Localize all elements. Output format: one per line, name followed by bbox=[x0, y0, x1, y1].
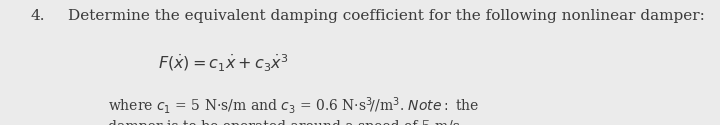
Text: damper is to be operated around a speed of 5 m/s.: damper is to be operated around a speed … bbox=[108, 120, 464, 125]
Text: where $c_1$ = 5 N$\cdot$s/m and $c_3$ = 0.6 N$\cdot$s$^3\!/$/m$^3$. $\mathit{Not: where $c_1$ = 5 N$\cdot$s/m and $c_3$ = … bbox=[108, 95, 480, 116]
Text: $F(\dot{x}) = c_1\dot{x} + c_3\dot{x}^3$: $F(\dot{x}) = c_1\dot{x} + c_3\dot{x}^3$ bbox=[158, 52, 289, 74]
Text: 4.: 4. bbox=[30, 9, 45, 23]
Text: Determine the equivalent damping coefficient for the following nonlinear damper:: Determine the equivalent damping coeffic… bbox=[68, 9, 706, 23]
